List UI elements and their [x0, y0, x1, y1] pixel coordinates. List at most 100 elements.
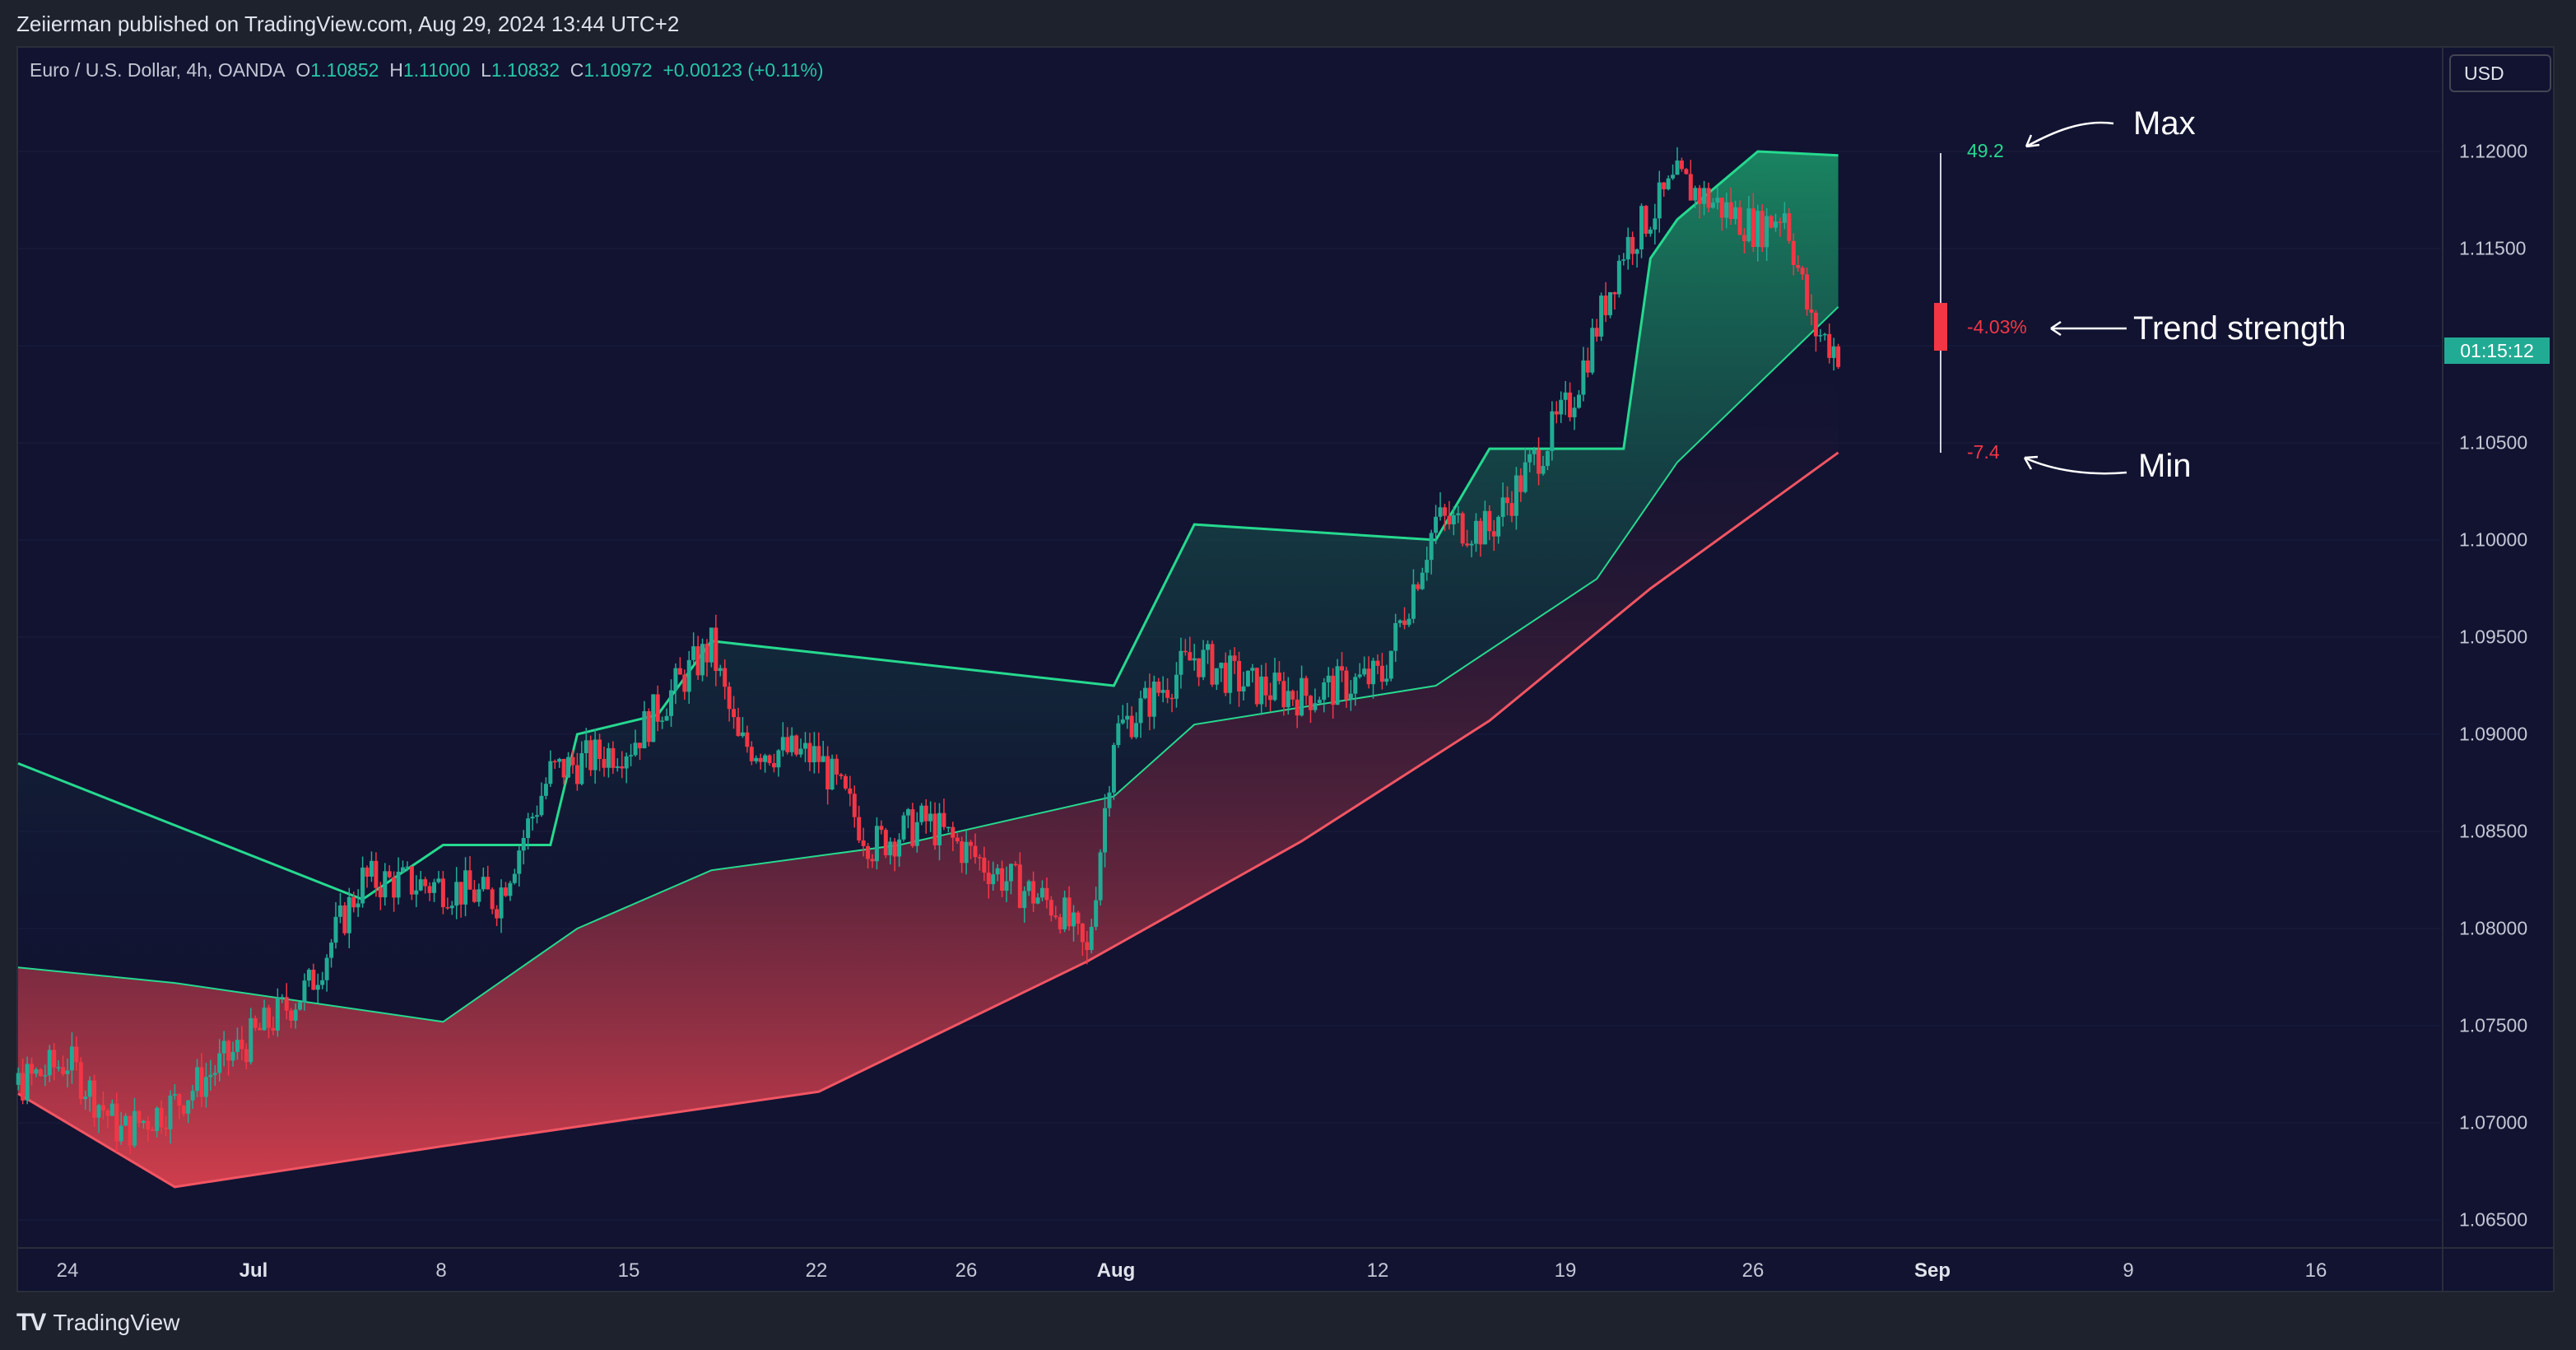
candle: [1755, 204, 1760, 262]
candle: [946, 826, 951, 833]
candle: [235, 1027, 239, 1060]
candle-body: [807, 742, 812, 763]
candle-body: [946, 826, 951, 829]
candle: [695, 635, 700, 680]
candle-body: [1062, 897, 1067, 929]
candle: [1568, 382, 1573, 421]
candle: [1438, 492, 1443, 521]
candle: [172, 1084, 177, 1101]
candle-body: [1478, 520, 1483, 545]
candle-body: [109, 1103, 114, 1116]
candle: [463, 857, 468, 917]
candle: [919, 803, 924, 826]
candle: [217, 1039, 222, 1082]
candle: [1111, 742, 1116, 800]
time-axis-label: 12: [1366, 1259, 1389, 1282]
candle-body: [1241, 686, 1246, 691]
candle-body: [249, 1017, 253, 1063]
candle-body: [646, 711, 651, 742]
candle: [535, 805, 539, 824]
candle: [1192, 644, 1197, 671]
candle-body: [258, 1027, 263, 1031]
candle-body: [1228, 655, 1233, 693]
annotation-arrows: [2023, 121, 2127, 475]
candle: [646, 708, 651, 747]
candle-body: [495, 909, 500, 919]
tradingview-branding[interactable]: TV TradingView: [16, 1309, 179, 1337]
candle-body: [1572, 407, 1577, 417]
candle: [195, 1059, 200, 1098]
candle: [1791, 233, 1796, 276]
candle-body: [43, 1075, 48, 1077]
candle: [342, 901, 347, 936]
candle: [486, 865, 491, 890]
open-label: O: [295, 59, 311, 81]
time-axis-label: 26: [955, 1259, 978, 1282]
candle-body: [1630, 236, 1635, 254]
candle: [1393, 613, 1398, 663]
candle: [1094, 887, 1099, 931]
candle: [164, 1115, 169, 1137]
candle-body: [570, 756, 575, 766]
candle-body: [517, 850, 522, 874]
candle: [1080, 923, 1085, 957]
time-axis-label: 26: [1741, 1259, 1765, 1282]
candle: [1188, 636, 1193, 661]
candle: [1702, 180, 1707, 216]
candle-body: [928, 813, 933, 822]
symbol-title[interactable]: Euro / U.S. Dollar, 4h, OANDA: [30, 59, 286, 81]
candle-body: [1179, 650, 1183, 675]
candle-body: [1822, 333, 1827, 336]
candle-body: [700, 644, 705, 676]
candle: [910, 803, 915, 848]
max-arrow-icon: [2025, 121, 2114, 148]
candle-body: [785, 737, 790, 752]
candle-body: [1322, 682, 1327, 701]
candle-body: [1746, 208, 1751, 241]
candle: [1103, 794, 1108, 868]
candle-body: [704, 644, 709, 663]
candle-body: [1067, 897, 1072, 927]
candle: [1710, 198, 1715, 209]
candle-body: [34, 1069, 39, 1074]
candle-body: [1755, 211, 1760, 248]
candle-body: [794, 735, 799, 755]
candle-body: [56, 1067, 61, 1068]
candle: [1120, 705, 1125, 725]
candle: [655, 685, 660, 732]
candle: [1348, 680, 1353, 711]
candle-body: [1116, 723, 1121, 745]
candle: [839, 773, 844, 780]
candle-body: [293, 1009, 298, 1022]
candle: [874, 817, 879, 869]
candle-body: [262, 1008, 267, 1031]
currency-selector-button[interactable]: USD: [2449, 54, 2551, 92]
candle: [1751, 193, 1755, 253]
candle: [1599, 292, 1604, 342]
candle-body: [1612, 292, 1617, 295]
candle: [1317, 696, 1322, 704]
candle-body: [1621, 259, 1626, 261]
candle: [1179, 637, 1183, 689]
symbol-legend[interactable]: Euro / U.S. Dollar, 4h, OANDA O1.10852 H…: [30, 59, 824, 81]
candle: [1527, 449, 1532, 472]
candle-body: [1482, 510, 1487, 545]
candle: [1411, 569, 1416, 624]
candle-body: [1076, 912, 1081, 924]
candle: [1675, 147, 1680, 175]
candle: [1697, 184, 1702, 219]
candle-body: [418, 879, 423, 891]
candle: [1671, 164, 1676, 180]
candle: [1017, 852, 1022, 909]
candle: [1072, 905, 1076, 942]
candle-body: [378, 887, 383, 898]
candle-body: [1465, 543, 1470, 546]
candle: [1715, 186, 1720, 210]
candle: [785, 727, 790, 755]
candle-body: [530, 817, 535, 819]
candle-body: [503, 887, 508, 896]
candle-body: [1000, 868, 1005, 891]
candle: [1263, 663, 1268, 707]
candle-body: [937, 812, 942, 845]
candle-body: [1765, 216, 1769, 248]
